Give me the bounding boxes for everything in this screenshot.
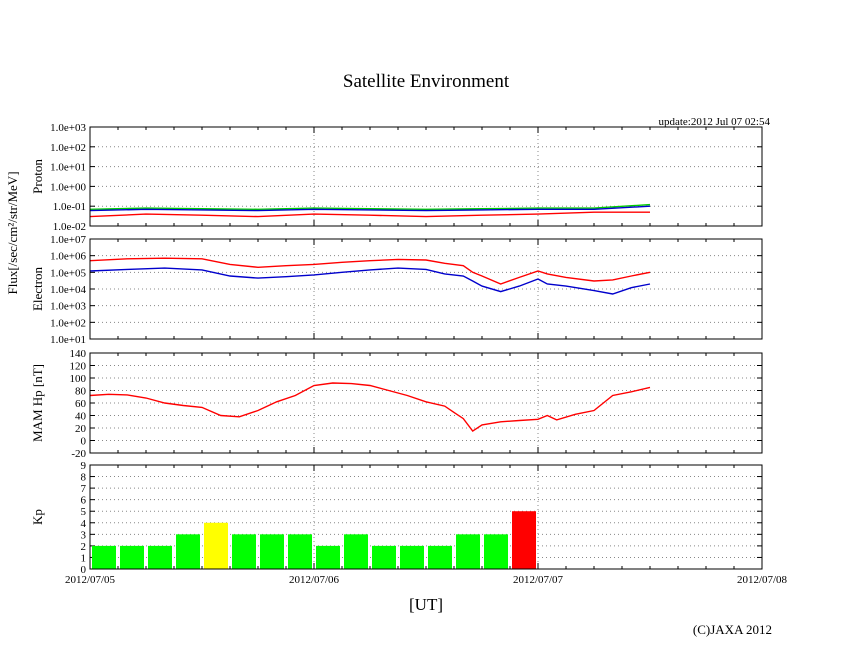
y-tick-label: 1.0e+06 [50,251,86,263]
y-tick-label: 1.0e-01 [53,201,86,213]
y-tick-label: 1.0e+03 [50,301,86,313]
series-line-electron-0 [89,257,651,285]
x-tick-label: 2012/07/08 [737,574,788,586]
x-axis-label: [UT] [409,595,443,614]
y-tick-label: 1.0e+05 [50,267,86,279]
y-tick-label: 1.0e+03 [50,122,86,134]
y-tick-label: 100 [70,373,87,385]
y-axis-label-kp: Kp [30,509,45,525]
y-tick-label: 5 [81,506,87,518]
kp-bar [260,534,284,569]
y-tick-label: 1 [81,552,87,564]
y-tick-label: 1.0e+00 [50,181,86,193]
kp-bar [148,545,172,569]
panels: 1.0e-02 1.0e-01 1.0e+00 1.0e+01 1.0e+02 1.0e+… [5,122,788,586]
kp-bar [120,545,144,569]
kp-bar [372,545,396,569]
series-line-proton-2 [89,211,650,218]
series-line-proton-1 [89,205,651,212]
series-line-mam-0 [89,382,651,433]
y-tick-label: -20 [71,448,86,460]
x-tick-label: 2012/07/05 [65,574,116,586]
y-tick-label: 60 [75,398,87,410]
flux-axis-label: Flux[/sec/cm²/str/MeV] [5,171,20,294]
kp-bar [316,545,340,569]
y-tick-label: 1.0e+04 [50,284,86,296]
y-tick-label: 120 [70,361,87,373]
update-timestamp: update:2012 Jul 07 02:54 [658,116,770,128]
y-tick-label: 6 [81,495,87,507]
y-tick-label: 140 [70,348,87,360]
y-tick-label: 0 [81,436,87,448]
panel-frame-mam [89,352,763,454]
kp-bar [92,545,116,569]
y-tick-label: 1.0e+01 [50,162,86,174]
y-tick-label: 3 [81,529,87,541]
y-axis-label-mam: MAM Hp [nT] [30,364,45,442]
y-axis-label-electron: Electron [30,266,45,311]
y-tick-label: 1.0e+02 [50,317,86,329]
y-tick-label: 80 [75,386,87,398]
y-tick-label: 0 [81,564,87,576]
kp-bar [204,522,228,569]
panel-frame-kp [89,464,763,570]
series-line-proton-0 [89,203,651,211]
x-tick-label: 2012/07/07 [513,574,564,586]
series-line-electron-1 [89,267,651,295]
kp-bar [484,534,508,569]
y-tick-label: 4 [81,518,87,530]
y-tick-label: 1.0e+02 [50,142,86,154]
y-tick-label: 8 [81,472,87,484]
kp-bar [344,534,368,569]
panel-frame-electron [89,238,763,340]
kp-bar [232,534,256,569]
kp-bar [456,534,480,569]
y-tick-label: 1.0e+07 [50,234,86,246]
panel-frame-proton [89,126,763,227]
chart-title: Satellite Environment [343,71,510,92]
y-tick-label: 40 [75,411,87,423]
copyright: (C)JAXA 2012 [693,622,772,637]
y-tick-label: 9 [81,460,87,472]
kp-bar [428,545,452,569]
y-tick-label: 20 [75,423,87,435]
x-tick-label: 2012/07/06 [289,574,340,586]
y-tick-label: 1.0e-02 [53,221,86,233]
y-tick-label: 7 [81,483,87,495]
kp-bar [176,534,200,569]
y-tick-label: 2 [81,541,87,553]
kp-bar [288,534,312,569]
y-axis-label-proton: Proton [30,159,45,194]
kp-bar [400,545,424,569]
y-tick-label: 1.0e+01 [50,334,86,346]
kp-bar [512,511,536,569]
